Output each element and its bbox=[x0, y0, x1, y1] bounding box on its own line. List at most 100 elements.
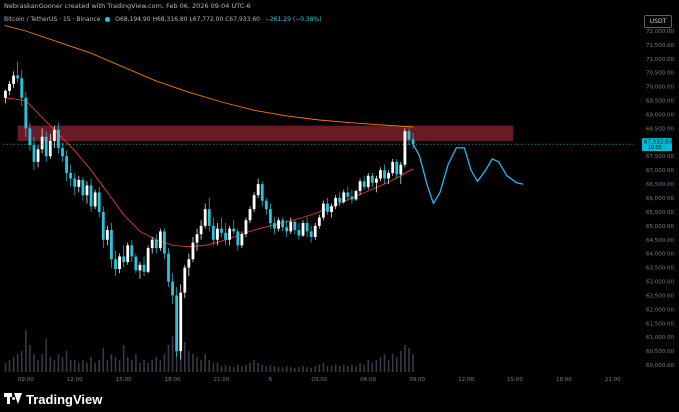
candle-body bbox=[142, 264, 146, 272]
candle-body bbox=[191, 242, 195, 260]
volume-bar bbox=[131, 360, 133, 372]
candle bbox=[154, 234, 158, 254]
candle bbox=[309, 225, 313, 243]
volume-bar bbox=[53, 360, 56, 372]
volume-bar bbox=[318, 364, 321, 372]
credit-line: NebraskanGooner created with TradingView… bbox=[4, 2, 251, 10]
volume-bar bbox=[200, 360, 202, 372]
candle bbox=[48, 133, 52, 160]
volume-bar bbox=[37, 360, 39, 372]
volume-bar bbox=[208, 360, 211, 372]
candle bbox=[73, 172, 77, 196]
symbol-legend[interactable]: Bitcoin / TetherUS · 15 · Binance O68,19… bbox=[4, 16, 322, 28]
x-tick-label: 15:00 bbox=[116, 377, 132, 383]
candle-body bbox=[171, 281, 174, 296]
symbol-name[interactable]: Bitcoin / TetherUS · 15 · Binance bbox=[4, 16, 101, 23]
y-tick-label: 62,500.00 bbox=[646, 293, 674, 299]
volume-bar bbox=[391, 354, 394, 372]
candle-body bbox=[101, 211, 105, 240]
volume-bar bbox=[314, 366, 317, 372]
candle-body bbox=[4, 90, 7, 98]
candle-body bbox=[248, 209, 252, 221]
volume-bar bbox=[400, 351, 402, 372]
current-price-label: 67,933.60 bbox=[644, 140, 672, 146]
x-tick-label: 21:00 bbox=[214, 377, 230, 383]
candle bbox=[264, 198, 268, 215]
candle-body bbox=[277, 220, 280, 229]
volume-bar bbox=[322, 363, 325, 372]
candle bbox=[252, 192, 256, 212]
candle bbox=[313, 223, 317, 240]
volume-bar bbox=[216, 363, 219, 372]
candle bbox=[187, 253, 191, 276]
x-tick-label: 6 bbox=[269, 377, 273, 383]
volume-bar bbox=[265, 366, 268, 372]
candle bbox=[163, 228, 166, 260]
y-tick-label: 67,500.00 bbox=[646, 154, 674, 160]
volume-bar bbox=[338, 366, 341, 372]
volume-bar bbox=[387, 360, 390, 372]
candle-body bbox=[305, 223, 309, 232]
volume-bar bbox=[408, 348, 410, 372]
candle bbox=[52, 125, 56, 148]
candle-body bbox=[366, 175, 370, 187]
candle bbox=[28, 122, 32, 151]
status-dot-icon bbox=[105, 17, 111, 22]
volume-bar bbox=[236, 364, 239, 372]
candle-body bbox=[317, 217, 321, 226]
volume-bar bbox=[106, 360, 109, 372]
y-tick-label: 69,000.00 bbox=[646, 112, 674, 118]
candle-body bbox=[338, 198, 342, 203]
volume-bar bbox=[25, 330, 27, 372]
candle bbox=[301, 220, 305, 237]
volume-bar bbox=[330, 366, 333, 372]
volume-bar bbox=[90, 357, 92, 372]
volume-bar bbox=[253, 360, 255, 372]
currency-selector[interactable]: USDT bbox=[644, 15, 672, 28]
y-tick-label: 70,000.00 bbox=[646, 85, 674, 91]
candle bbox=[142, 256, 146, 276]
volume-bar bbox=[102, 348, 105, 372]
tradingview-branding[interactable]: TradingView bbox=[4, 390, 102, 408]
y-tick-label: 66,500.00 bbox=[646, 182, 674, 188]
volume-bar bbox=[412, 354, 414, 372]
candle-body bbox=[118, 256, 121, 269]
candle-body bbox=[285, 227, 289, 232]
y-tick-label: 64,000.00 bbox=[646, 252, 674, 258]
volume-bar bbox=[192, 354, 194, 372]
x-tick-label: 21:00 bbox=[605, 377, 621, 383]
candle bbox=[12, 71, 15, 89]
volume-bar bbox=[69, 360, 72, 372]
candle-body bbox=[387, 172, 391, 179]
candle bbox=[138, 262, 142, 279]
candle bbox=[330, 203, 333, 218]
y-tick-label: 68,500.00 bbox=[646, 126, 674, 132]
candle bbox=[244, 217, 248, 237]
volume-bar bbox=[355, 366, 357, 372]
candle bbox=[407, 128, 411, 146]
candle-body bbox=[207, 209, 211, 226]
volume-bar bbox=[249, 363, 251, 372]
candle-body bbox=[216, 228, 219, 240]
candle-body bbox=[350, 196, 354, 200]
volume-bar bbox=[61, 357, 64, 372]
volume-bar bbox=[139, 363, 141, 372]
candle bbox=[85, 181, 89, 204]
candle-body bbox=[211, 225, 215, 240]
y-tick-label: 61,500.00 bbox=[646, 321, 674, 327]
candle bbox=[326, 198, 329, 215]
candle bbox=[289, 217, 293, 235]
volume-bar bbox=[367, 360, 370, 372]
y-tick-label: 71,500.00 bbox=[646, 43, 674, 49]
x-tick-label: 12:00 bbox=[67, 377, 83, 383]
candle-body bbox=[321, 203, 325, 218]
candle-body bbox=[411, 139, 415, 145]
y-tick-label: 63,000.00 bbox=[646, 280, 674, 286]
candle bbox=[362, 175, 366, 190]
candle bbox=[379, 167, 382, 182]
candle-body bbox=[28, 128, 32, 146]
candle-body bbox=[289, 221, 293, 232]
volume-bar bbox=[4, 363, 7, 372]
candle-body bbox=[187, 259, 191, 268]
